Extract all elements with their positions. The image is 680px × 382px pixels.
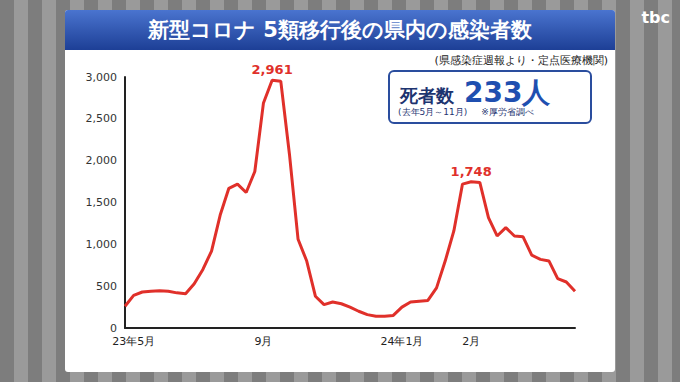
- svg-text:24年1月: 24年1月: [380, 335, 423, 348]
- svg-text:500: 500: [96, 280, 117, 293]
- svg-text:3,000: 3,000: [86, 71, 118, 84]
- svg-text:2月: 2月: [462, 335, 480, 348]
- svg-text:2,500: 2,500: [86, 112, 118, 125]
- html-text:新型コロナ 5類移行後の県内の感染者数: 新型コロナ 5類移行後の県内の感染者数: [148, 18, 532, 42]
- svg-text:23年5月: 23年5月: [112, 335, 155, 348]
- html-text:(去年5月～11月): (去年5月～11月): [398, 107, 468, 117]
- html-text:死者数 233人: 死者数 233人: [400, 76, 551, 109]
- svg-text:1,500: 1,500: [86, 196, 118, 209]
- html-text:(県感染症週報より・定点医療機関): (県感染症週報より・定点医療機関): [434, 54, 608, 67]
- svg-text:1,748: 1,748: [451, 164, 492, 179]
- html-text:tbc: tbc: [641, 8, 670, 27]
- html-text:※厚労省調べ: ※厚労省調べ: [481, 107, 534, 117]
- svg-text:0: 0: [110, 322, 117, 335]
- svg-text:9月: 9月: [254, 335, 272, 348]
- svg-text:2,000: 2,000: [86, 154, 118, 167]
- svg-text:2,961: 2,961: [252, 62, 293, 77]
- svg-text:1,000: 1,000: [86, 238, 118, 251]
